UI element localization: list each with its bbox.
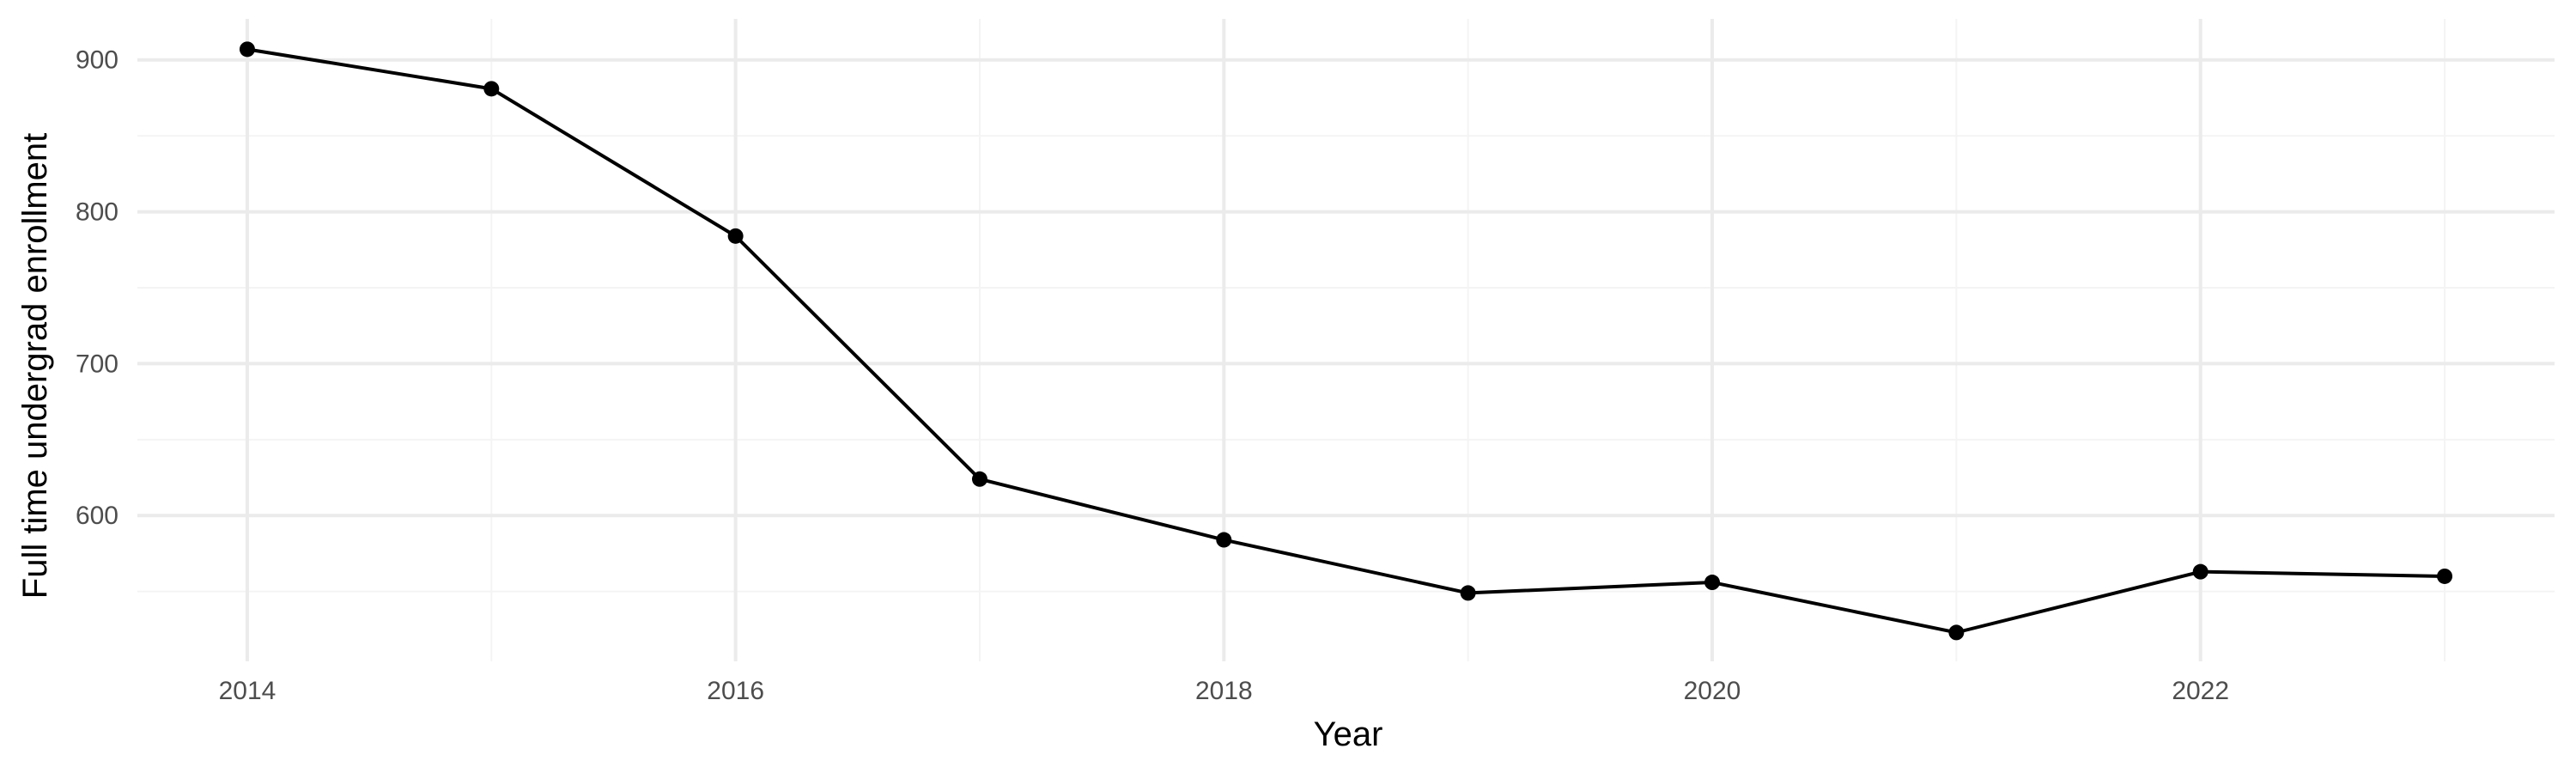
y-tick-label: 900 <box>76 46 118 75</box>
data-point <box>1216 532 1232 548</box>
x-tick-labels: 2014 2016 2018 2020 2022 <box>219 677 2229 705</box>
data-point <box>727 228 744 244</box>
data-point <box>2437 568 2453 584</box>
data-point <box>1460 585 1476 601</box>
y-tick-labels: 600 700 800 900 <box>76 46 118 530</box>
y-tick-label: 600 <box>76 502 118 530</box>
points-layer <box>239 41 2453 641</box>
x-tick-label: 2018 <box>1195 677 1253 705</box>
data-point <box>971 471 987 487</box>
data-point <box>239 41 255 58</box>
data-point <box>483 81 500 97</box>
x-tick-label: 2014 <box>219 677 276 705</box>
y-axis-title: Full time undergrad enrollment <box>16 133 54 599</box>
data-point <box>1948 624 1965 641</box>
series-layer <box>245 47 2447 635</box>
x-tick-label: 2020 <box>1684 677 1741 705</box>
series-line <box>245 47 2447 635</box>
x-axis-title: Year <box>1314 715 1383 753</box>
major-gridlines <box>137 19 2555 661</box>
minor-gridlines <box>137 19 2555 661</box>
x-tick-label: 2022 <box>2172 677 2229 705</box>
y-tick-label: 700 <box>76 350 118 378</box>
data-point <box>2192 563 2208 580</box>
y-tick-label: 800 <box>76 198 118 227</box>
data-point <box>1704 575 1721 591</box>
x-tick-label: 2016 <box>707 677 764 705</box>
